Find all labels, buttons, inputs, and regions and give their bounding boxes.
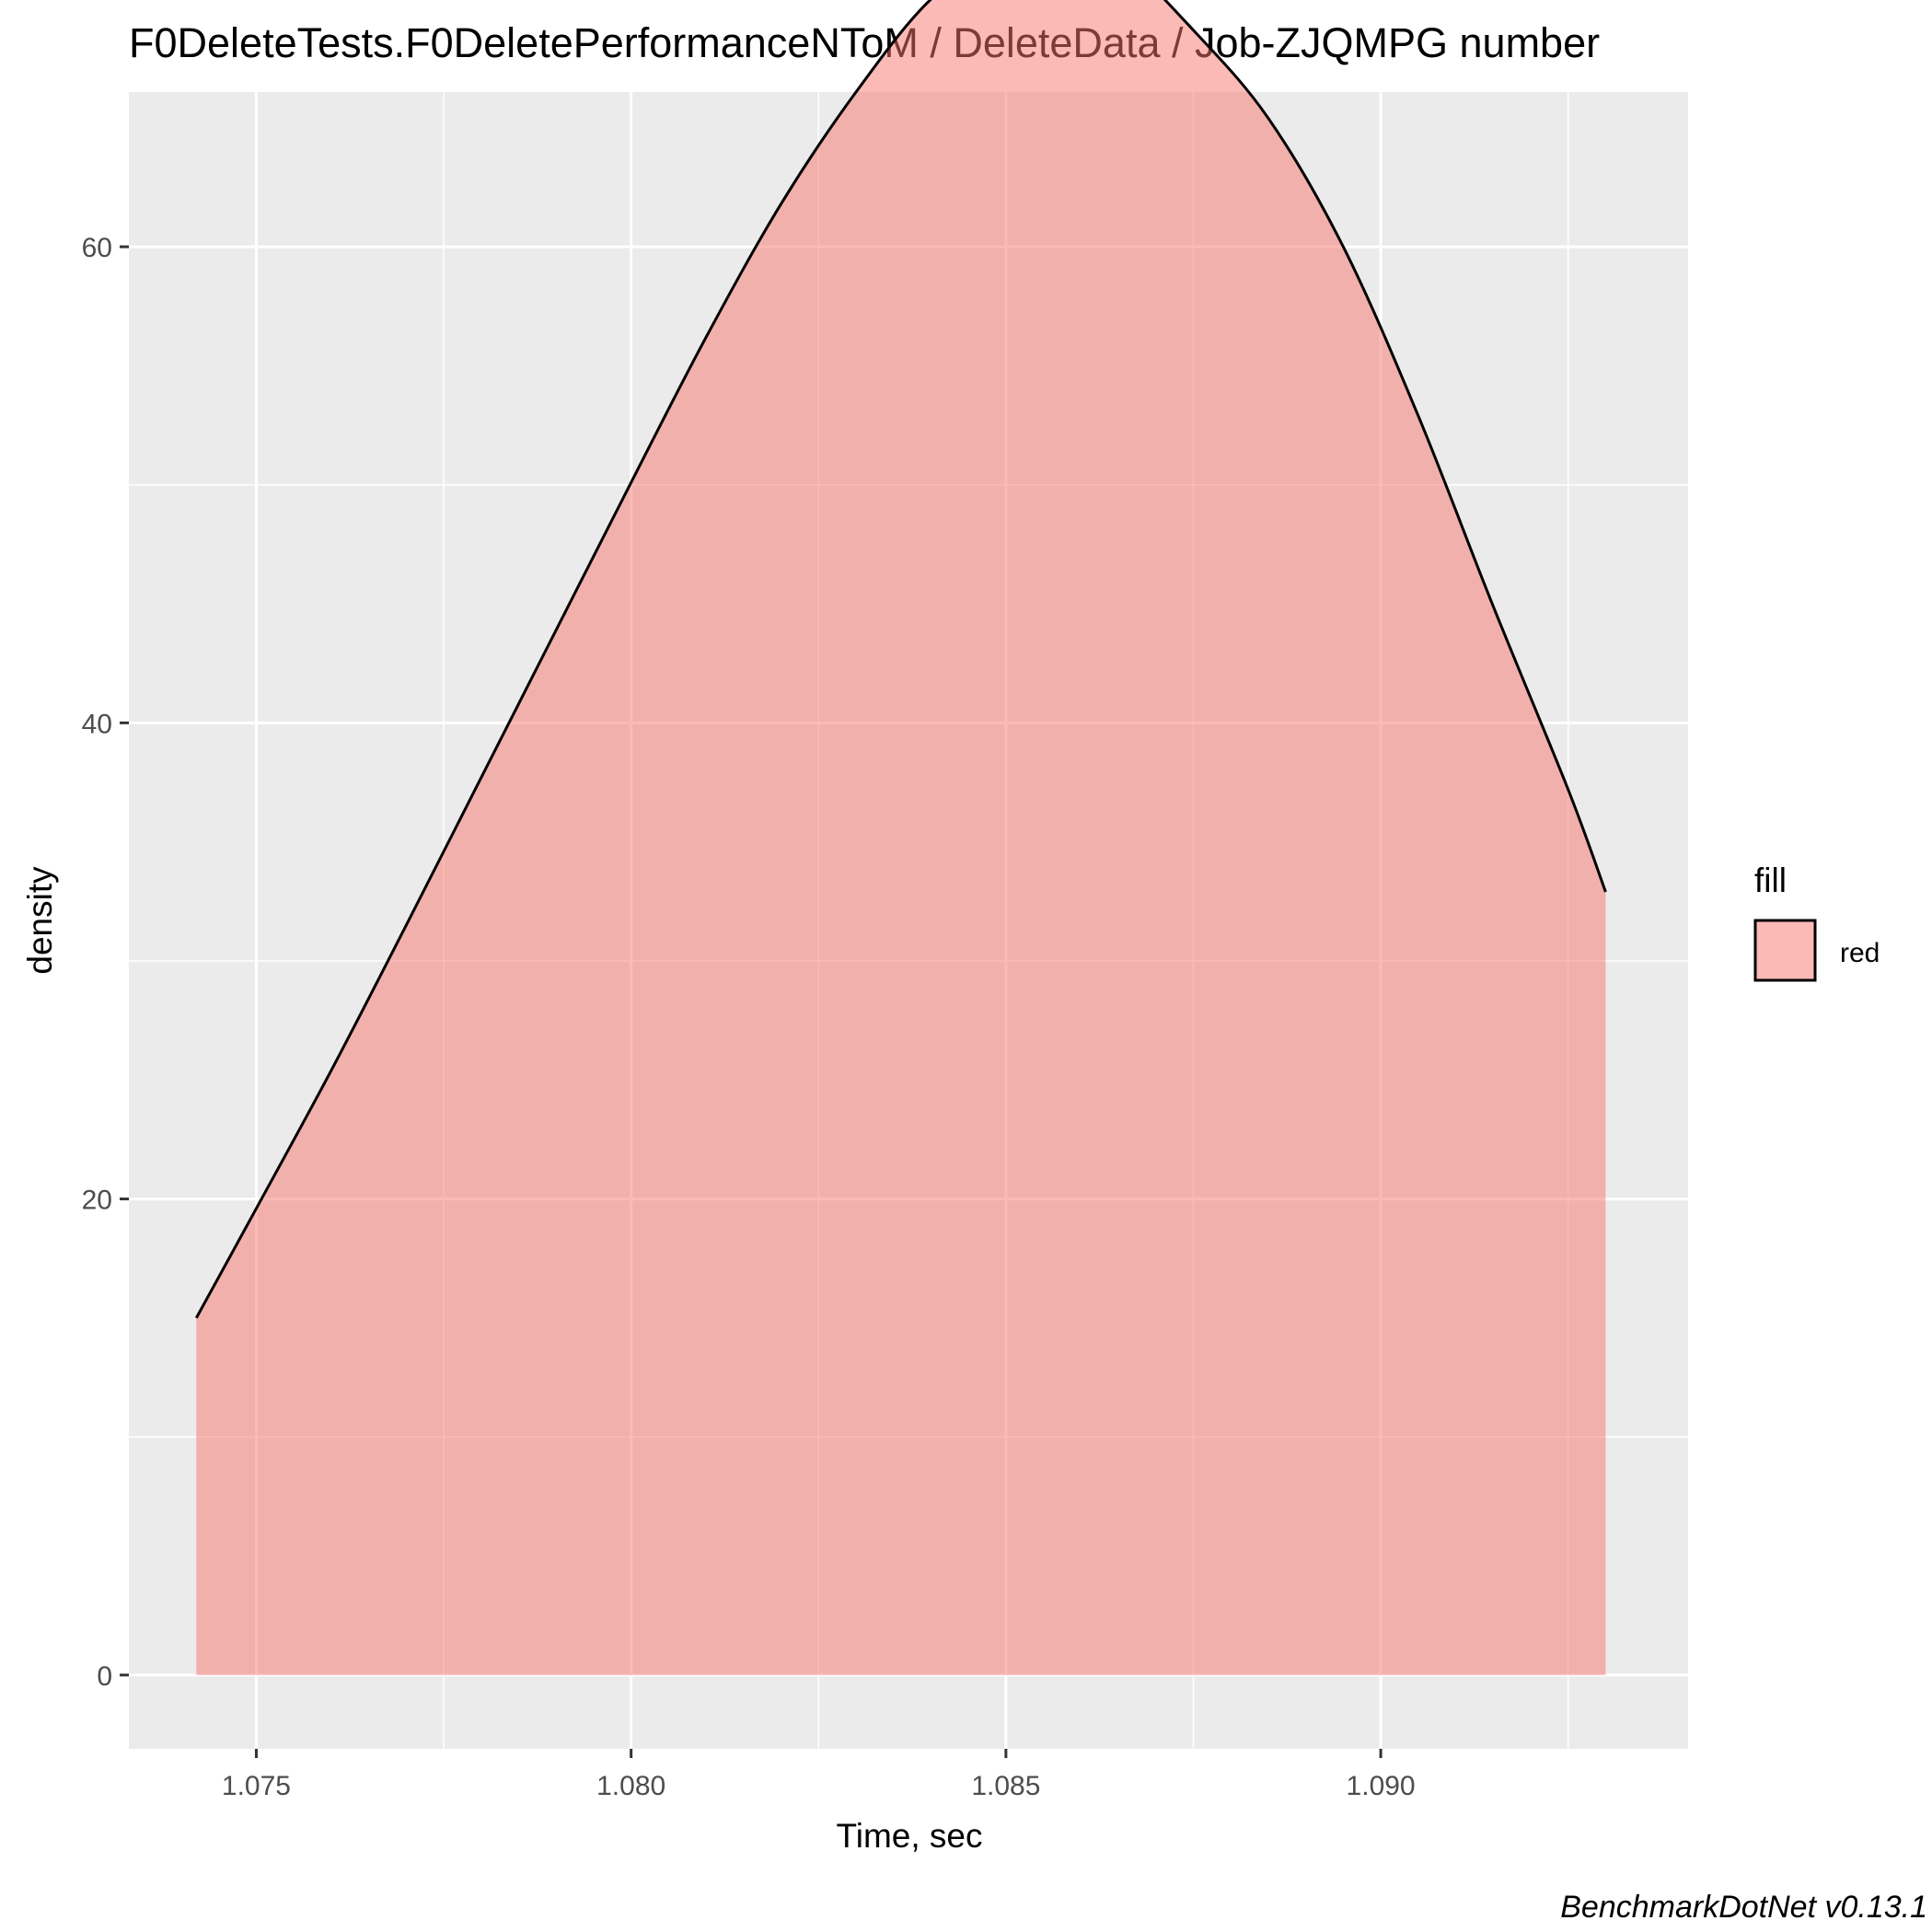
chart-title: F0DeleteTests.F0DeletePerformanceNToM / … [129,19,1600,66]
legend: fill red [1753,862,1880,982]
y-axis-title: density [21,866,59,975]
y-tick-label: 0 [97,1661,112,1692]
density-line [194,0,1607,1319]
x-tick-label: 1.090 [1347,1771,1416,1801]
y-axis-ticks: 0 20 40 60 [82,233,129,1692]
caption: BenchmarkDotNet v0.13.1 [1560,1890,1927,1925]
y-tick-label: 60 [82,233,112,263]
y-tick-label: 20 [82,1186,112,1216]
x-axis-title: Time, sec [837,1817,983,1855]
x-tick-label: 1.075 [222,1771,291,1801]
legend-title: fill [1754,862,1787,899]
density-area [196,0,1606,1675]
y-tick-label: 40 [82,709,112,739]
legend-label-red: red [1840,938,1880,968]
x-axis-ticks: 1.075 1.080 1.085 1.090 [222,1749,1416,1801]
x-tick-label: 1.080 [596,1771,665,1801]
legend-key-red [1753,919,1817,982]
x-tick-label: 1.085 [971,1771,1040,1801]
